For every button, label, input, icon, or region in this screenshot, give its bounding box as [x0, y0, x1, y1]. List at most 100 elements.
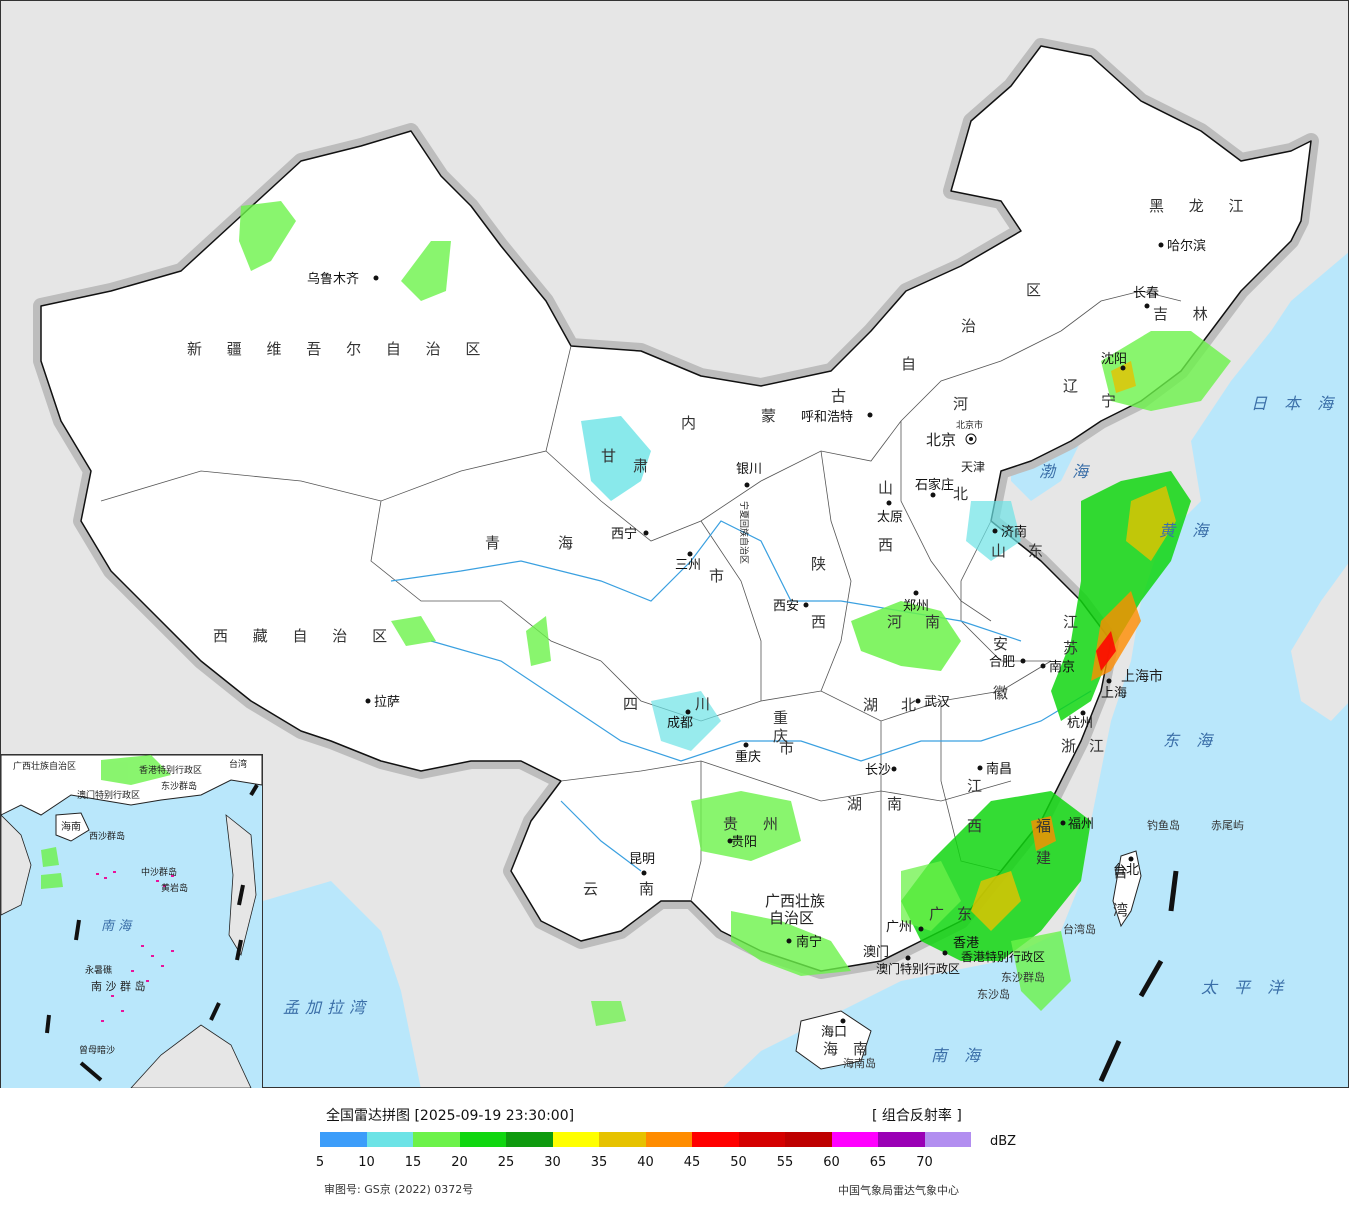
- label-sichuan-2: 川: [695, 695, 720, 713]
- radar-map: 新 疆 维 吾 尔 自 治 区 西 藏 自 治 区 青 海 甘 肃 内 蒙 古 …: [0, 0, 1349, 1088]
- legend-color-bar: [320, 1132, 971, 1147]
- legend-tick-label: 35: [590, 1155, 608, 1170]
- legend-panel: [0, 1088, 1349, 1208]
- inset-islands: [96, 871, 174, 1022]
- inset-label-dongsha: 东沙群岛: [161, 780, 197, 792]
- label-jiangsu-1: 江: [1063, 613, 1088, 631]
- city-macau: 澳门: [863, 944, 889, 960]
- label-gansu-2: 肃: [633, 457, 658, 475]
- label-hubei-2: 北: [901, 696, 926, 714]
- legend-tick-label: 15: [404, 1155, 422, 1170]
- label-chongqing-1: 重: [773, 709, 798, 727]
- sea-nanhai: 南 海: [931, 1046, 986, 1065]
- city-zhengzhou: 郑州: [903, 599, 929, 614]
- label-jilin: 吉 林: [1153, 305, 1218, 323]
- legend-color-swatch: [738, 1132, 785, 1147]
- label-jiangxi-2: 西: [967, 817, 992, 835]
- city-fuzhou: 福州: [1068, 817, 1094, 832]
- inset-label-south-sea: 南 海: [101, 919, 133, 934]
- city-nanchang: 南昌: [986, 761, 1012, 777]
- map-approval-number: 审图号: GS京 (2022) 0372号: [324, 1183, 474, 1196]
- city-hefei: 合肥: [989, 655, 1015, 670]
- label-sichuan-1: 四: [623, 695, 648, 713]
- label-shandong-2: 东: [1028, 542, 1053, 560]
- label-nmg-2: 蒙: [761, 407, 786, 425]
- label-liaoning-2: 宁: [1101, 392, 1126, 410]
- city-taibei: 台北: [1113, 863, 1139, 878]
- inset-dashes: [45, 783, 259, 1082]
- label-nmg-5: 治: [961, 317, 986, 335]
- label-gansu-1: 甘: [601, 447, 626, 465]
- legend-tick-label: 45: [683, 1155, 701, 1170]
- legend-color-swatch: [506, 1132, 553, 1147]
- label-shanxi-1: 山: [878, 479, 903, 497]
- inset-label-xisha: 西沙群岛: [89, 830, 125, 842]
- city-xian: 西安: [773, 599, 799, 614]
- label-henan-2: 南: [925, 613, 950, 631]
- label-chongqing-2: 庆: [773, 727, 798, 745]
- legend-tick-label: 65: [869, 1155, 887, 1170]
- legend-color-swatch: [459, 1132, 506, 1147]
- city-hohhot: 呼和浩特: [801, 410, 853, 425]
- legend-color-swatch: [645, 1132, 692, 1147]
- inset-echoes: [41, 755, 171, 889]
- label-gansu-shi: 市: [709, 567, 734, 585]
- label-hainan-2: 南: [853, 1040, 878, 1058]
- sea-bohai: 渤 海: [1039, 462, 1094, 481]
- legend-color-swatch: [831, 1132, 878, 1147]
- city-hongkong: 香港: [953, 936, 979, 951]
- legend-product-type: [ 组合反射率 ]: [872, 1108, 962, 1124]
- legend-color-swatch: [878, 1132, 925, 1147]
- inset-label-huangyan: 黄岩岛: [161, 882, 188, 894]
- china-map-svg: 新 疆 维 吾 尔 自 治 区 西 藏 自 治 区 青 海 甘 肃 内 蒙 古 …: [33, 38, 1348, 1087]
- city-beijing: 北京: [926, 431, 956, 449]
- legend-tick-label: 10: [358, 1155, 375, 1170]
- inset-svg: 广西壮族自治区 香港特别行政区 澳门特别行政区 台湾 东沙群岛 海南 西沙群岛 …: [1, 755, 262, 1088]
- inset-borneo: [130, 1024, 252, 1088]
- legend-tick-label: 55: [776, 1155, 794, 1170]
- legend-color-swatch: [320, 1132, 367, 1147]
- label-nmg-6: 区: [1026, 281, 1051, 299]
- bengal-area: [263, 881, 421, 1087]
- legend-color-swatch: [599, 1132, 646, 1147]
- inset-label-nansha: 南 沙 群 岛: [91, 979, 146, 993]
- city-wuhan: 武汉: [924, 695, 950, 710]
- label-beijing-shi: 北京市: [956, 419, 983, 431]
- label-hainan-1: 海: [823, 1040, 848, 1058]
- label-heilongjiang: 黑 龙 江: [1149, 197, 1254, 215]
- sea-taipingyang: 太 平 洋: [1201, 978, 1289, 997]
- legend-unit: dBZ: [990, 1134, 1017, 1149]
- label-tianjin: 天津: [961, 460, 985, 474]
- label-ningxia: 宁夏回族自治区: [738, 501, 750, 564]
- sea-huanghai: 黄 海: [1159, 521, 1214, 540]
- label-anhui-2: 徽: [993, 684, 1018, 702]
- label-guizhou-1: 贵: [723, 815, 748, 833]
- city-kunming: 昆明: [629, 852, 655, 867]
- legend-color-swatch: [924, 1132, 971, 1147]
- label-macau-sar: 澳门特别行政区: [876, 961, 960, 976]
- label-guangxi-2: 自治区: [769, 909, 814, 927]
- label-shandong-1: 山: [991, 542, 1016, 560]
- city-shanghai: 上海: [1101, 686, 1127, 701]
- legend-tick-labels: 5 10 15 20 25 30 35 40 45 50 55 60 65 70: [0, 1155, 1000, 1175]
- label-nmg-4: 自: [901, 355, 926, 373]
- sea-japan: 日 本 海: [1251, 394, 1339, 413]
- city-harbin: 哈尔滨: [1167, 238, 1206, 254]
- legend-tick-label: 50: [730, 1155, 747, 1170]
- legend-color-swatch: [552, 1132, 599, 1147]
- label-fujian-2: 建: [1036, 849, 1061, 867]
- inset-label-hk: 香港特别行政区: [139, 764, 202, 776]
- inset-vietnam: [1, 814, 32, 916]
- city-hangzhou: 杭州: [1067, 716, 1093, 731]
- city-guangzhou: 广州: [886, 920, 912, 935]
- city-shijiazhuang: 石家庄: [915, 477, 954, 493]
- label-hebei-1: 河: [953, 395, 978, 413]
- sea-bengal: 孟加拉湾: [283, 998, 371, 1017]
- label-qinghai-1: 青: [485, 534, 510, 552]
- legend-tick-label: 5: [315, 1155, 325, 1170]
- label-fujian-1: 福: [1036, 817, 1061, 835]
- city-nanning: 南宁: [796, 934, 822, 950]
- label-henan-1: 河: [887, 613, 912, 631]
- city-shenyang: 沈阳: [1101, 352, 1127, 367]
- label-guangdong-2: 东: [957, 905, 982, 923]
